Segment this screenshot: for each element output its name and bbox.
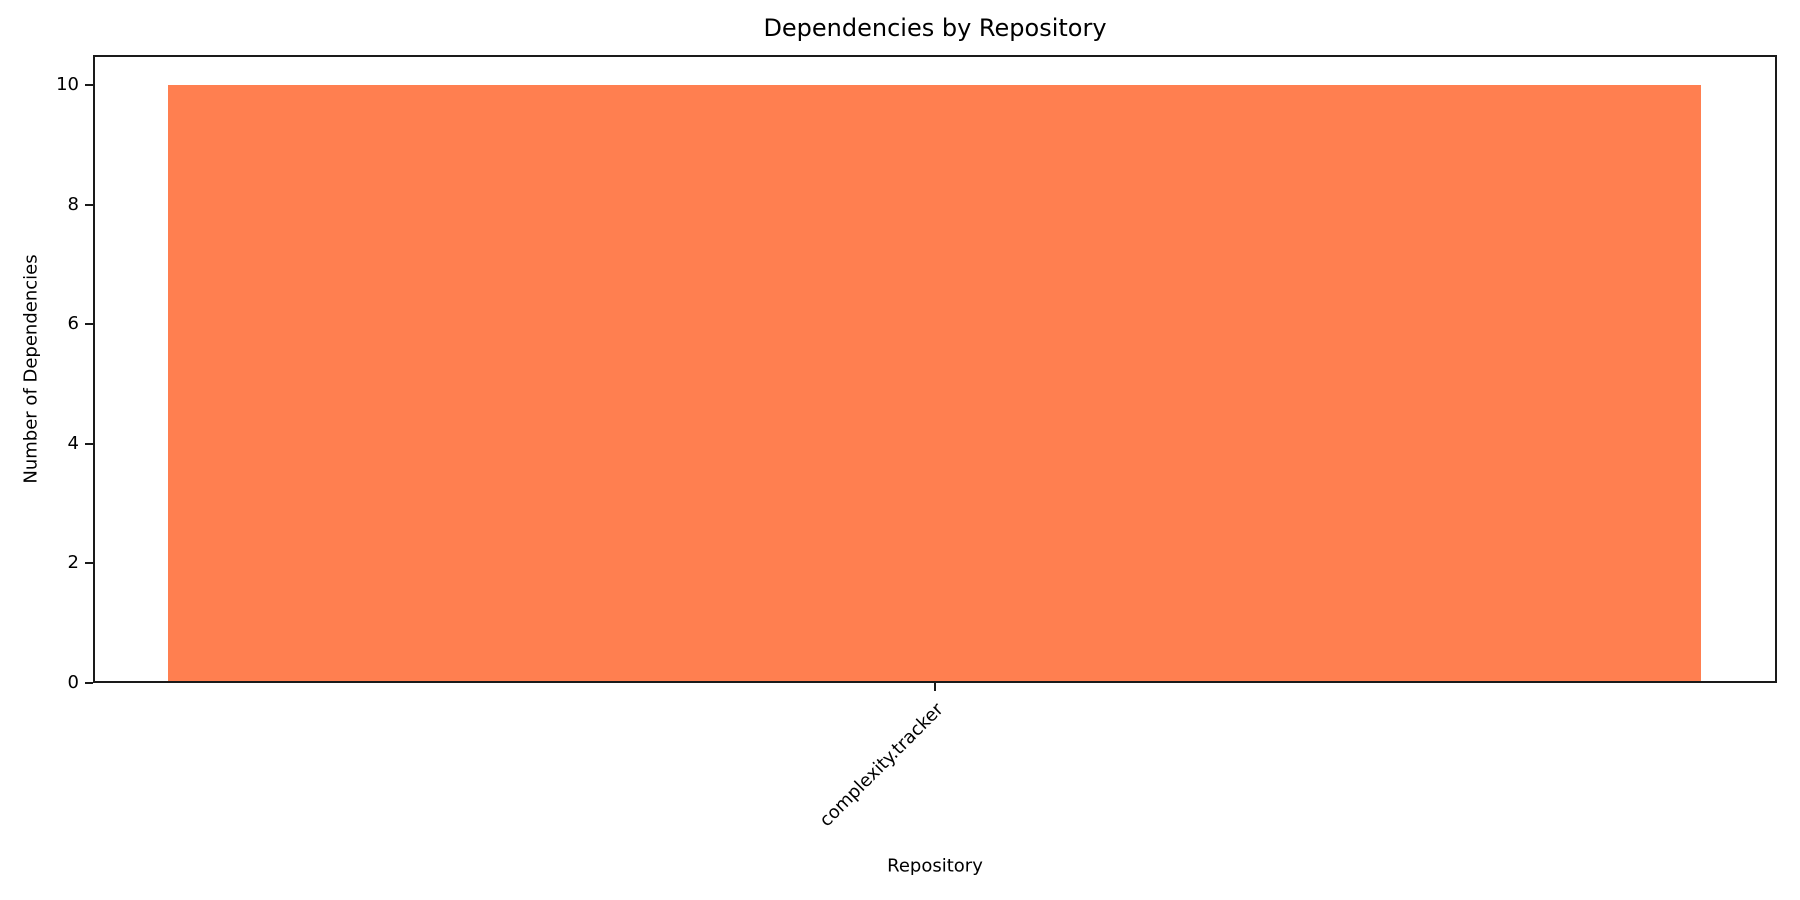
y-tick-mark <box>85 83 93 86</box>
y-tick-label: 0 <box>67 672 79 693</box>
plot-area <box>93 55 1777 683</box>
y-tick-mark <box>85 442 93 445</box>
y-tick-mark <box>85 682 93 684</box>
y-tick-label: 6 <box>67 313 79 335</box>
y-tick-mark <box>85 203 93 206</box>
bar-complexity-tracker <box>168 85 1701 681</box>
y-tick-label: 10 <box>56 73 79 95</box>
x-tick-mark <box>934 683 936 691</box>
y-tick-label: 8 <box>67 193 79 215</box>
chart-title: Dependencies by Repository <box>763 14 1107 42</box>
y-tick-label: 2 <box>67 552 79 574</box>
y-tick-label: 4 <box>67 432 79 454</box>
y-tick-mark <box>85 323 93 326</box>
y-tick-mark <box>85 562 93 565</box>
x-tick-label: complexity.tracker <box>815 699 948 832</box>
x-axis-label: Repository <box>887 855 983 877</box>
